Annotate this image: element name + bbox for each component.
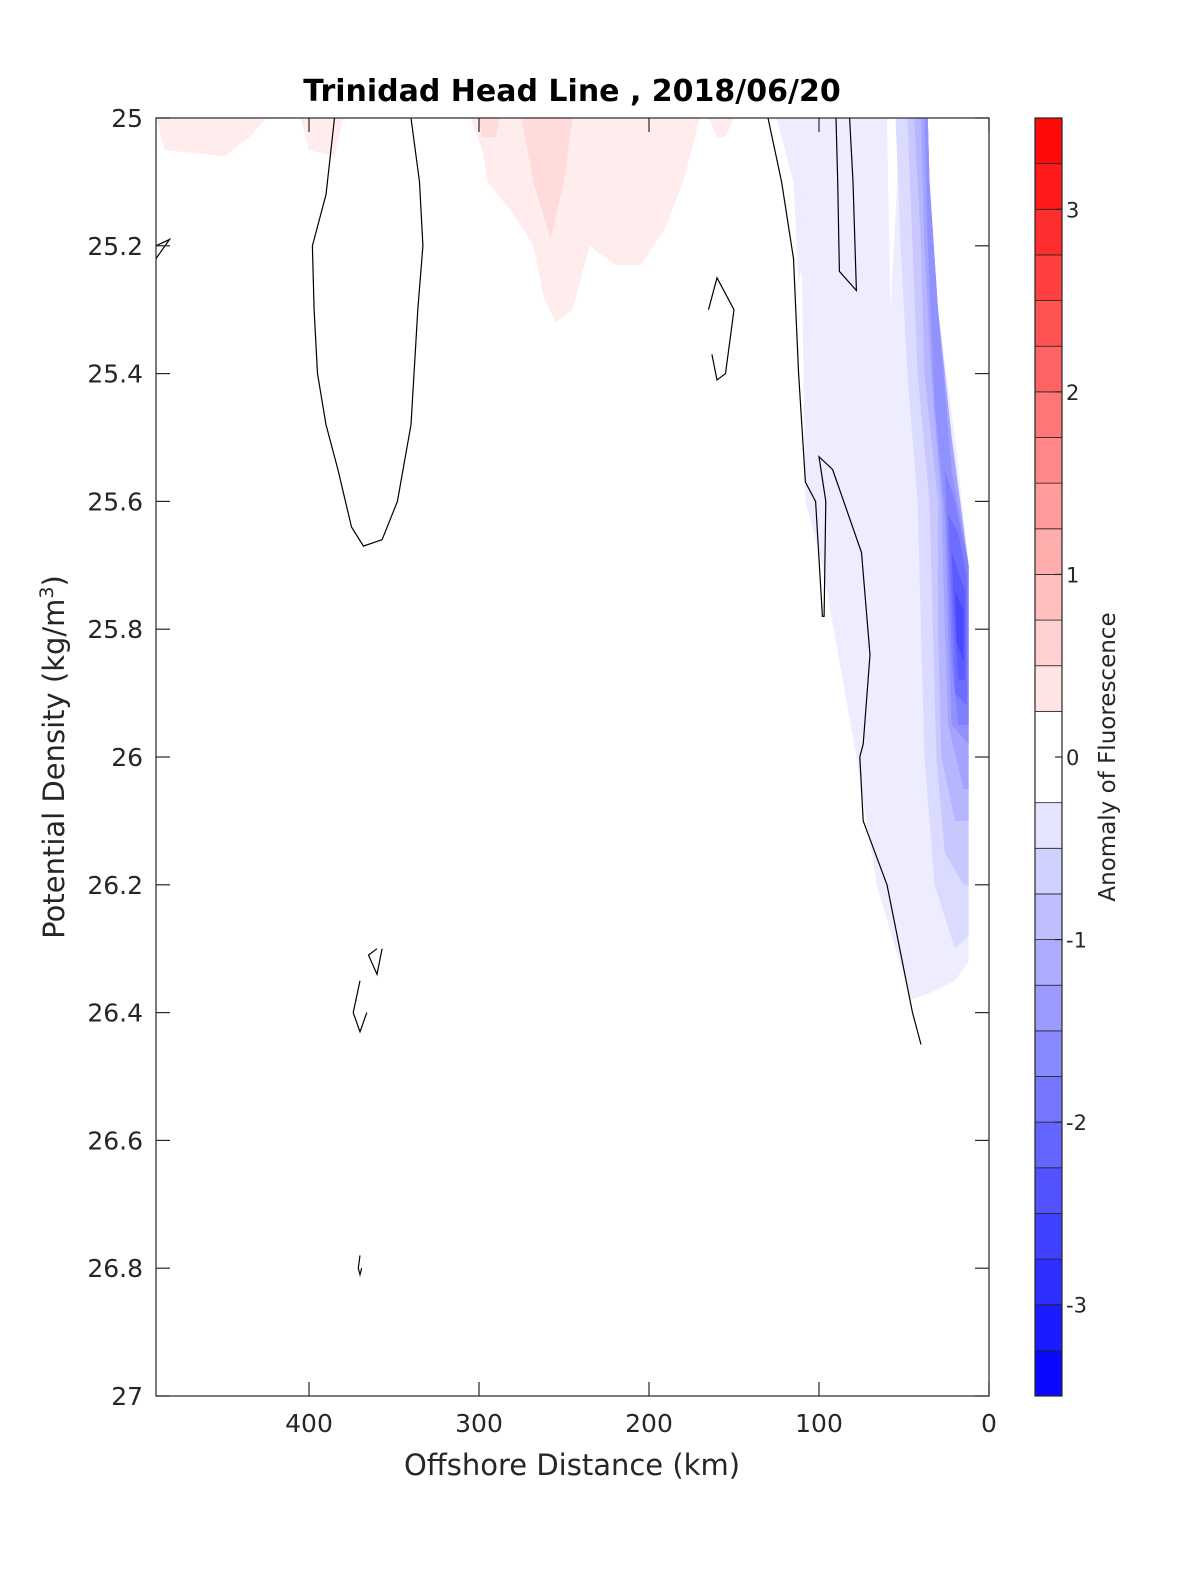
colorbar-tick-label: 3	[1066, 198, 1079, 222]
colorbar-tick-label: 2	[1066, 381, 1079, 405]
colorbar-band	[1034, 1076, 1063, 1123]
x-tick-label: 100	[795, 1409, 843, 1438]
y-axis-label-close: )	[37, 575, 71, 586]
y-tick-label: 25.8	[87, 615, 143, 644]
y-axis: 25 25.2 25.4 25.6 25.8 26 26.2 26.4 26.6 26.8 27	[87, 104, 989, 1411]
y-tick-label: 26.4	[87, 999, 143, 1028]
colorbar-band	[1034, 939, 1063, 986]
colorbar-band	[1034, 574, 1063, 621]
colorbar-band	[1034, 528, 1063, 575]
zero-contour-0	[156, 237, 172, 259]
colorbar-band	[1034, 1349, 1063, 1397]
x-tick-label: 400	[285, 1409, 333, 1438]
colorbar-tick-label: -2	[1066, 1111, 1087, 1135]
anomaly-fill-layer	[156, 118, 969, 1000]
positive-anomaly-region-3	[708, 118, 734, 138]
colorbar-band	[1034, 984, 1063, 1032]
zero-contour-3	[767, 118, 922, 1045]
y-axis-label-main: Potential Density (kg/m	[37, 599, 71, 939]
colorbar-band	[1034, 1167, 1063, 1214]
colorbar-band	[1034, 1258, 1063, 1306]
negative-anomaly-region-9	[955, 590, 964, 662]
y-axis-label: Potential Density (kg/m3)	[36, 575, 71, 939]
zero-contour-1	[311, 118, 424, 547]
positive-anomaly-region-2	[470, 118, 700, 323]
y-tick-label: 25	[111, 104, 143, 133]
y-tick-label: 25.2	[87, 232, 143, 261]
zero-contour-2	[707, 276, 735, 382]
colorbar-band	[1034, 117, 1063, 165]
zero-contour-7	[357, 1255, 363, 1277]
x-tick-label: 200	[625, 1409, 673, 1438]
y-axis-label-superscript: 3	[36, 586, 58, 598]
colorbar-band	[1034, 300, 1063, 347]
colorbar: 3 2 1 0 -1 -2 -3	[1034, 117, 1087, 1397]
colorbar-band	[1034, 1121, 1063, 1169]
zero-contour-layer	[156, 118, 922, 1277]
y-tick-label: 25.6	[87, 487, 143, 516]
colorbar-band	[1034, 847, 1063, 895]
x-axis: 400 300 200 100 0	[285, 118, 997, 1438]
colorbar-band	[1034, 345, 1063, 393]
colorbar-band	[1034, 437, 1063, 484]
positive-anomaly-region-1	[300, 118, 343, 157]
zero-contour-6	[352, 980, 368, 1034]
colorbar-band	[1034, 1030, 1063, 1077]
y-tick-label: 26	[111, 743, 143, 772]
colorbar-band	[1034, 893, 1063, 940]
colorbar-tick-label: -1	[1066, 929, 1087, 953]
colorbar-band	[1034, 619, 1063, 667]
y-tick-label: 27	[111, 1382, 143, 1411]
colorbar-tick-label: 0	[1066, 746, 1079, 770]
colorbar-band	[1034, 208, 1063, 256]
y-tick-label: 26.2	[87, 871, 143, 900]
y-tick-label: 26.6	[87, 1126, 143, 1155]
y-tick-label: 25.4	[87, 360, 143, 389]
zero-contour-5	[367, 948, 383, 977]
colorbar-band	[1034, 391, 1063, 438]
negative-anomaly-region-10	[785, 118, 806, 285]
colorbar-band	[1034, 665, 1063, 712]
colorbar-band	[1034, 802, 1063, 849]
x-tick-label: 0	[981, 1409, 997, 1438]
colorbar-tick-label: 1	[1066, 563, 1079, 587]
zero-contour-4	[835, 118, 858, 293]
x-axis-label: Offshore Distance (km)	[404, 1448, 740, 1482]
positive-anomaly-region-0	[156, 118, 267, 157]
positive-anomaly-region-5	[479, 118, 500, 138]
chart-title: Trinidad Head Line , 2018/06/20	[303, 74, 840, 109]
colorbar-band	[1034, 1304, 1063, 1351]
y-tick-label: 26.8	[87, 1254, 143, 1283]
colorbar-tick-label: -3	[1066, 1294, 1087, 1318]
colorbar-band	[1034, 482, 1063, 530]
colorbar-band	[1034, 163, 1063, 210]
colorbar-label: Anomaly of Fluorescence	[1095, 612, 1121, 901]
colorbar-band	[1034, 254, 1063, 301]
x-tick-label: 300	[455, 1409, 503, 1438]
positive-anomaly-region-4	[521, 118, 573, 240]
colorbar-band	[1034, 1213, 1063, 1260]
